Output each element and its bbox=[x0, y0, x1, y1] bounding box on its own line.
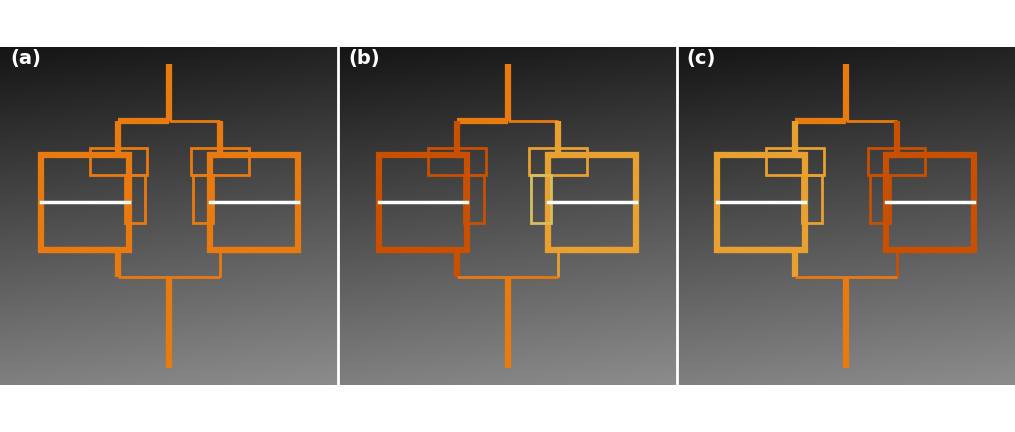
Bar bbox=[428, 148, 485, 175]
Bar bbox=[718, 155, 805, 250]
Bar bbox=[868, 148, 926, 175]
Bar bbox=[802, 175, 822, 223]
Bar bbox=[89, 148, 147, 175]
Text: (a): (a) bbox=[10, 49, 41, 68]
Bar bbox=[870, 175, 890, 223]
Text: (b): (b) bbox=[348, 49, 380, 68]
Bar bbox=[193, 175, 213, 223]
Bar bbox=[530, 148, 587, 175]
Bar bbox=[766, 148, 824, 175]
Bar bbox=[548, 155, 636, 250]
Text: (c): (c) bbox=[687, 49, 717, 68]
Bar bbox=[210, 155, 297, 250]
Bar bbox=[886, 155, 974, 250]
Bar bbox=[191, 148, 249, 175]
Bar bbox=[379, 155, 467, 250]
Bar bbox=[531, 175, 551, 223]
Bar bbox=[125, 175, 145, 223]
Bar bbox=[464, 175, 484, 223]
Bar bbox=[41, 155, 129, 250]
